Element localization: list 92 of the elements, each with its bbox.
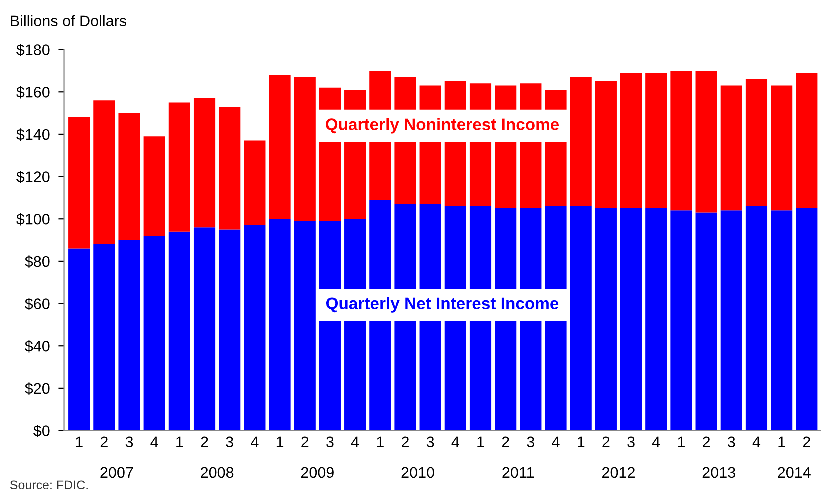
bar	[771, 210, 793, 431]
x-tick-label: 1	[478, 436, 484, 448]
x-tick-label: 3	[728, 436, 736, 448]
y-tick-label: $100	[16, 213, 50, 226]
x-tick-label: 4	[652, 436, 660, 448]
text: 2008	[201, 467, 234, 478]
x-tick-label: 1	[76, 436, 83, 448]
bar	[118, 240, 140, 431]
y-axis-title: Billions of Dollars	[11, 15, 127, 27]
x-tick-label: 1	[678, 436, 685, 448]
x-tick-label: 1	[377, 436, 384, 448]
source-note: Source: FDIC.	[10, 480, 88, 490]
series-label: Quarterly Noninterest Income	[326, 118, 560, 134]
bar	[796, 208, 818, 431]
bar	[595, 208, 617, 431]
x-tick-label: 4	[552, 436, 560, 448]
bar	[670, 70, 692, 211]
bar	[294, 77, 316, 222]
x-tick-label: 4	[251, 436, 259, 448]
y-tick-label: $140	[16, 128, 50, 142]
x-tick-label: 2	[201, 436, 208, 448]
y-tick-label: $60	[25, 298, 50, 310]
bar	[68, 118, 90, 249]
bar	[796, 73, 818, 209]
y-tick-label: $40	[25, 340, 50, 353]
x-tick-label: 2	[703, 436, 710, 448]
bar	[244, 225, 266, 431]
x-tick-label: 1	[578, 436, 585, 448]
bar	[194, 98, 216, 228]
bar	[771, 86, 793, 211]
x-tick-label: 4	[351, 436, 360, 448]
y-tick-label: $0	[34, 424, 50, 438]
bar	[570, 206, 592, 431]
x-tick-label: 1	[778, 436, 786, 448]
bar	[670, 210, 692, 431]
text: 2009	[301, 467, 334, 478]
bar	[269, 219, 291, 431]
x-tick-label: 2	[803, 436, 810, 448]
y-tick-label: $120	[16, 171, 50, 184]
bar	[94, 244, 116, 431]
x-tick-label: 4	[150, 436, 158, 448]
bar	[646, 208, 668, 431]
bar	[68, 248, 90, 431]
x-tick-label: 4	[452, 436, 460, 448]
bar	[219, 230, 241, 431]
bar	[746, 206, 768, 431]
x-tick-label: 4	[752, 436, 761, 448]
bar	[620, 208, 642, 431]
text: 2014	[778, 467, 811, 478]
bar	[570, 77, 592, 206]
x-tick-label: 3	[126, 436, 134, 448]
y-tick-label: $160	[16, 86, 50, 99]
x-tick-label: 3	[326, 436, 334, 448]
bar	[720, 210, 742, 431]
x-tick-label: 3	[226, 436, 234, 448]
x-tick-label: 2	[602, 436, 610, 448]
bar	[168, 232, 190, 431]
bar	[620, 73, 642, 209]
bar	[696, 212, 718, 431]
x-tick-label: 2	[402, 436, 409, 448]
bar	[294, 221, 316, 431]
y-tick-label: $20	[25, 382, 50, 396]
bar	[269, 75, 291, 220]
bar	[219, 106, 241, 230]
bar	[244, 140, 266, 226]
x-tick-label: 1	[176, 436, 184, 448]
text: 2007	[100, 467, 134, 478]
x-tick-label: 3	[426, 436, 434, 448]
bar	[144, 136, 166, 236]
text: 2010	[402, 467, 434, 478]
x-tick-label: 3	[527, 436, 535, 448]
bar	[595, 82, 617, 209]
series-label: Quarterly Net Interest Income	[326, 297, 559, 313]
x-tick-label: 3	[628, 436, 635, 448]
x-tick-label: 2	[502, 436, 510, 448]
y-tick-label: $80	[25, 256, 50, 268]
y-tick-label: $180	[16, 44, 50, 56]
bar	[118, 113, 140, 240]
bar	[646, 73, 668, 209]
bar	[194, 228, 216, 431]
x-tick-label: 2	[100, 436, 108, 448]
x-tick-label: 1	[276, 436, 284, 448]
text: 2012	[602, 467, 635, 478]
text: 2013	[702, 467, 736, 478]
text: 2011	[502, 467, 534, 478]
bar	[94, 100, 116, 245]
bar	[720, 86, 742, 211]
bar	[746, 79, 768, 206]
bar	[168, 102, 190, 232]
bar	[144, 236, 166, 431]
x-tick-label: 2	[302, 436, 309, 448]
bar	[696, 70, 718, 213]
